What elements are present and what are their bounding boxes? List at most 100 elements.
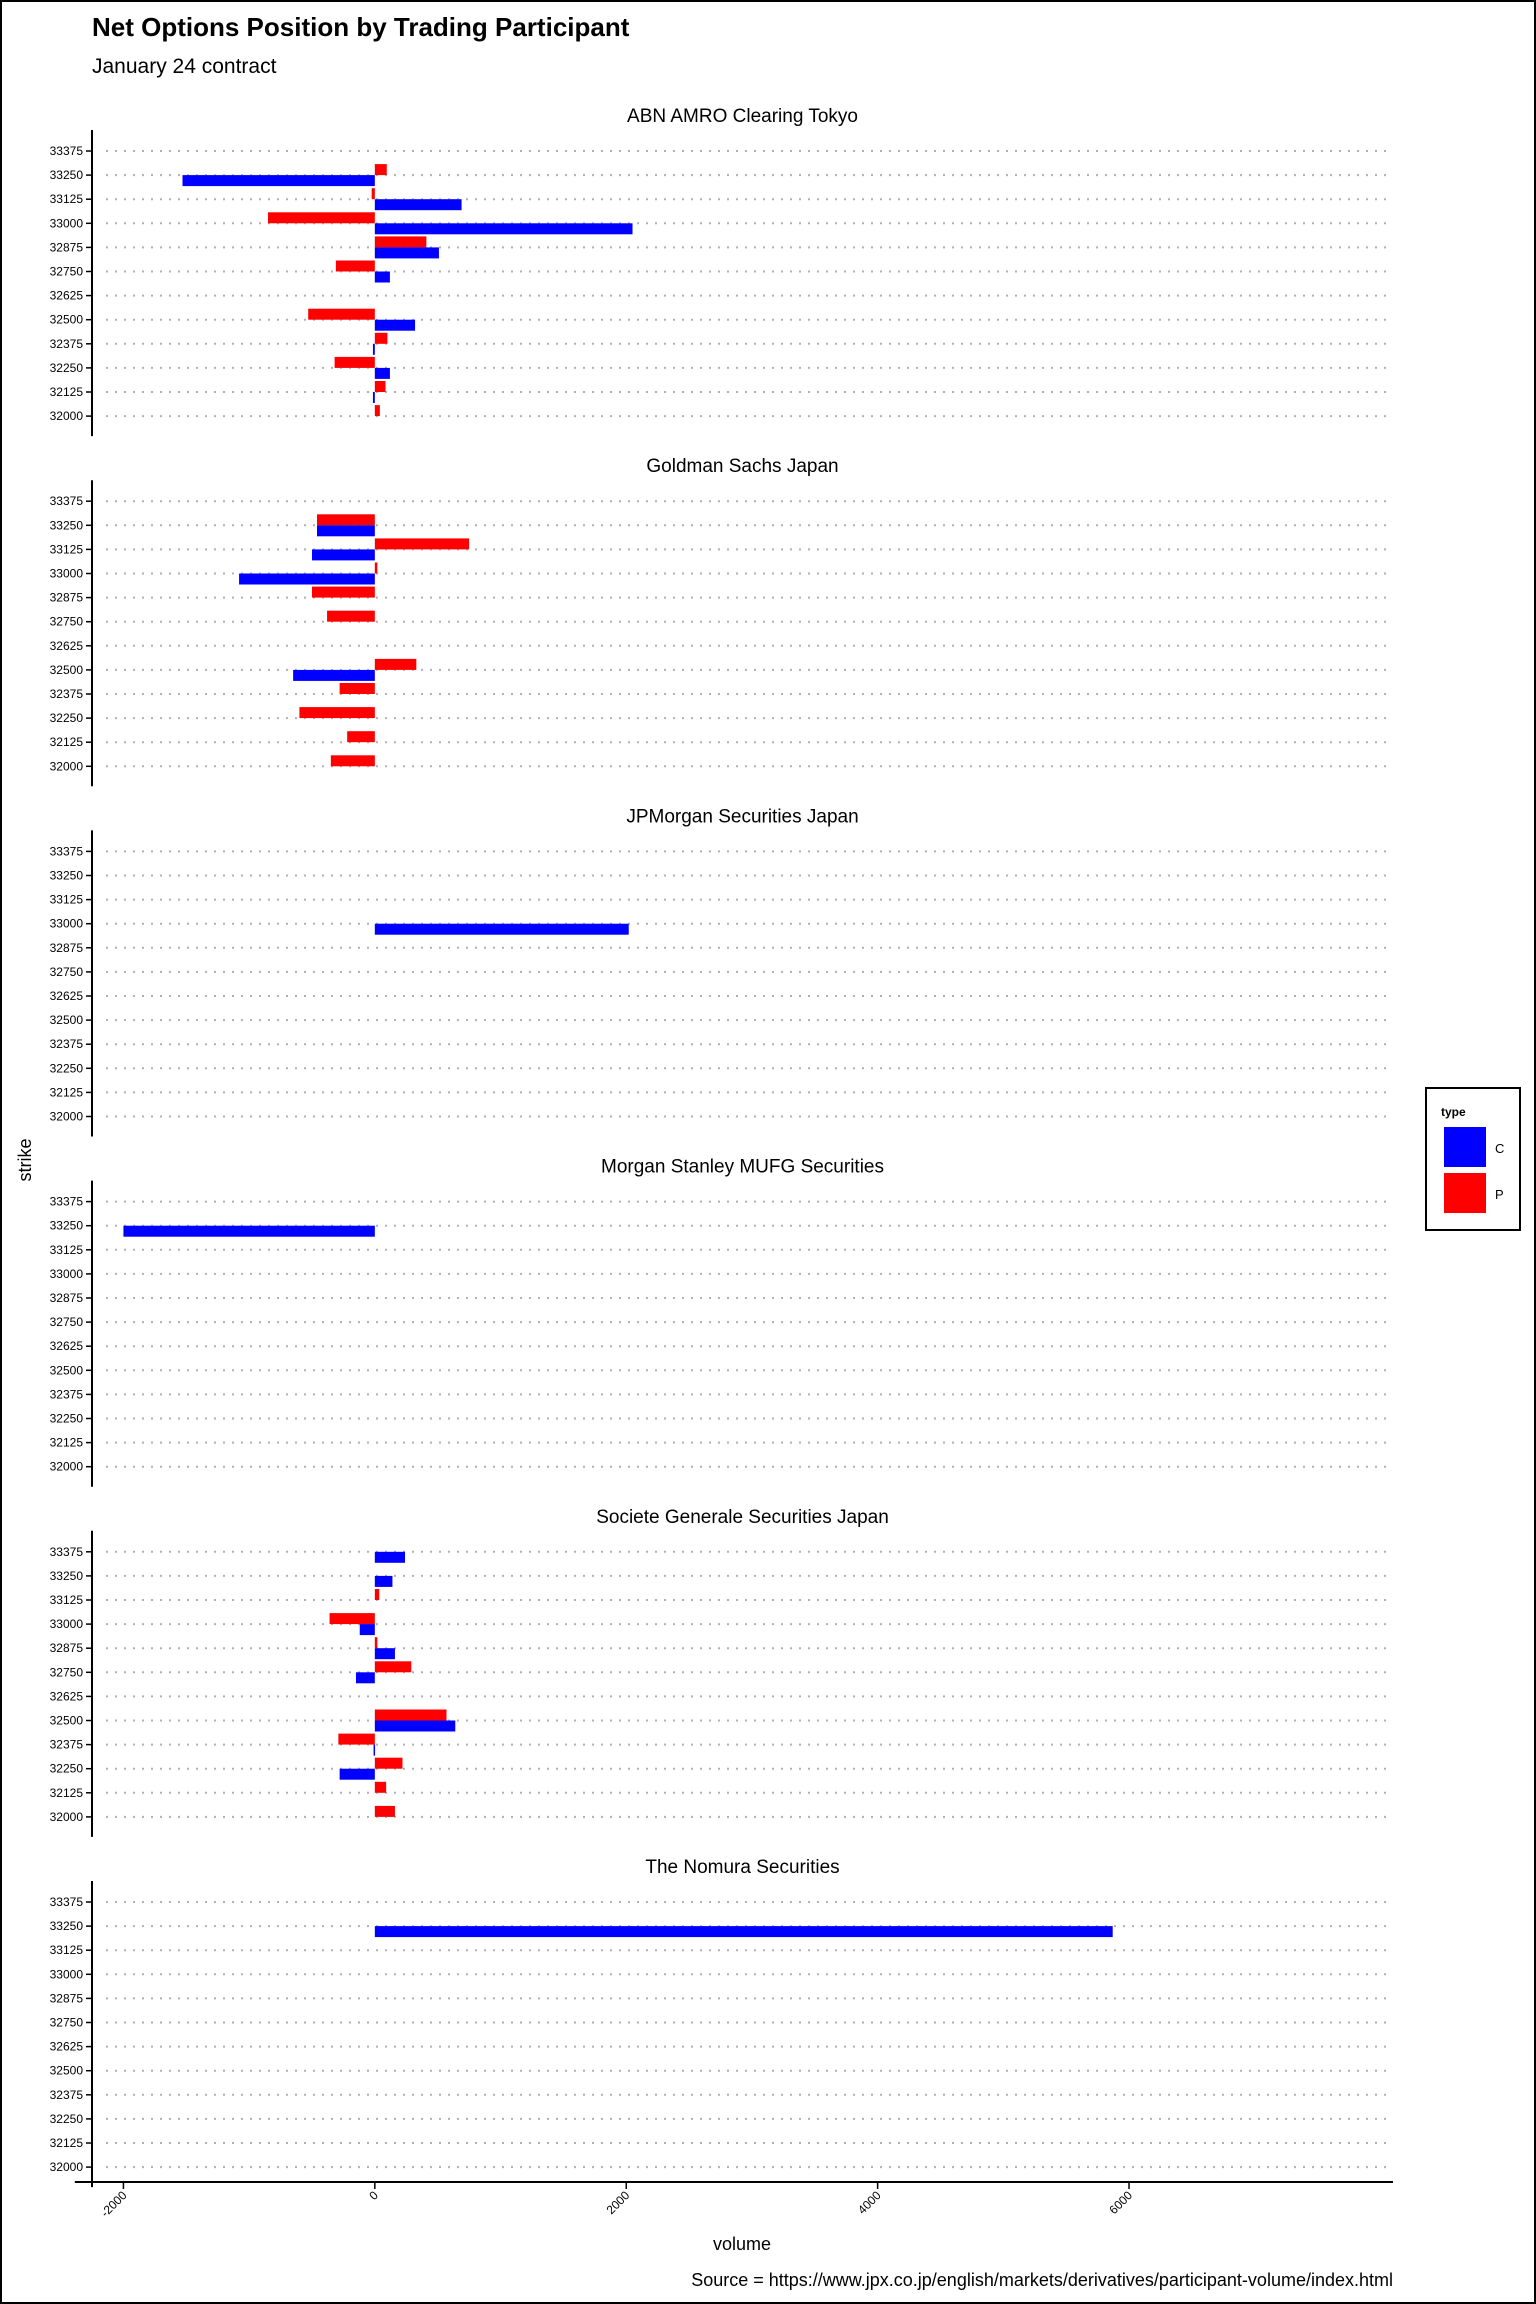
strike-tick-label: 32875 xyxy=(50,1641,84,1655)
strike-tick-label: 32750 xyxy=(50,615,84,629)
strike-tick-label: 32500 xyxy=(50,1714,84,1728)
strike-tick-label: 33000 xyxy=(50,1967,84,1981)
bar-p xyxy=(374,164,387,176)
bar-c xyxy=(123,1225,375,1237)
strike-tick-label: 32500 xyxy=(50,2064,84,2078)
strike-tick-label: 32250 xyxy=(50,1762,84,1776)
strike-tick-label: 32000 xyxy=(50,1810,84,1824)
strike-tick-label: 32125 xyxy=(50,1085,84,1099)
strike-tick-label: 32500 xyxy=(50,1363,84,1377)
panel-title: Goldman Sachs Japan xyxy=(646,456,838,477)
bar-c xyxy=(374,1575,393,1587)
bar-c xyxy=(374,923,629,935)
bar-p xyxy=(299,707,375,719)
strike-tick-label: 32750 xyxy=(50,1665,84,1679)
strike-tick-label: 33250 xyxy=(50,1919,84,1933)
bar-p xyxy=(374,332,388,344)
source-caption: Source = https://www.jpx.co.jp/english/m… xyxy=(691,2270,1393,2290)
bar-p xyxy=(374,236,427,248)
bar-p xyxy=(374,405,380,417)
bar-p xyxy=(374,1637,378,1649)
panel: JPMorgan Securities Japan 33375 33250 33125… xyxy=(50,806,1393,1137)
legend-label-p: P xyxy=(1495,1187,1504,1202)
strike-tick-label: 32625 xyxy=(50,1339,84,1353)
panel-title: Morgan Stanley MUFG Securities xyxy=(601,1157,884,1178)
bar-c xyxy=(374,271,390,283)
bar-p xyxy=(334,356,375,368)
strike-tick-label: 33000 xyxy=(50,1267,84,1281)
strike-tick-label: 33125 xyxy=(50,1243,84,1257)
strike-tick-label: 32375 xyxy=(50,2088,84,2102)
bar-c xyxy=(182,175,375,187)
strike-tick-label: 32625 xyxy=(50,1689,84,1703)
strike-tick-label: 33375 xyxy=(50,1545,84,1559)
strike-tick-label: 33375 xyxy=(50,1895,84,1909)
strike-tick-label: 32375 xyxy=(50,687,84,701)
strike-tick-label: 33125 xyxy=(50,893,84,907)
strike-tick-label: 32625 xyxy=(50,2040,84,2054)
bar-c xyxy=(374,199,462,211)
bar-c xyxy=(374,367,390,379)
strike-tick-label: 32375 xyxy=(50,1387,84,1401)
strike-tick-label: 32000 xyxy=(50,2160,84,2174)
bar-c xyxy=(372,343,375,355)
strike-tick-label: 32250 xyxy=(50,1412,84,1426)
bar-p xyxy=(374,1805,395,1817)
y-axis-label: strike xyxy=(15,1138,35,1181)
bar-c xyxy=(374,223,633,235)
strike-tick-label: 32875 xyxy=(50,591,84,605)
strike-tick-label: 32750 xyxy=(50,1315,84,1329)
strike-tick-label: 32375 xyxy=(50,1738,84,1752)
panels: ABN AMRO Clearing Tokyo 33375 33250 33125 33… xyxy=(50,106,1393,2188)
strike-tick-label: 32875 xyxy=(50,941,84,955)
bar-c xyxy=(372,392,375,403)
strike-tick-label: 32125 xyxy=(50,385,84,399)
bar-c xyxy=(374,319,416,331)
strike-tick-label: 32375 xyxy=(50,337,84,351)
strike-tick-label: 33375 xyxy=(50,1195,84,1209)
strike-tick-label: 32750 xyxy=(50,2016,84,2030)
bar-p xyxy=(374,562,378,574)
legend-label-c: C xyxy=(1495,1141,1504,1156)
panel: Goldman Sachs Japan 33375 33250 33125 33000 3… xyxy=(50,456,1393,787)
strike-tick-label: 32250 xyxy=(50,2112,84,2126)
bar-c xyxy=(374,1648,395,1660)
bar-c xyxy=(339,1768,375,1780)
bar-p xyxy=(317,514,375,526)
bar-c xyxy=(317,525,375,537)
strike-tick-label: 33125 xyxy=(50,1593,84,1607)
strike-tick-label: 32125 xyxy=(50,1436,84,1450)
strike-tick-label: 32125 xyxy=(50,1786,84,1800)
bar-p xyxy=(335,260,375,272)
panel: Morgan Stanley MUFG Securities 33375 33250… xyxy=(50,1157,1393,1487)
strike-tick-label: 32625 xyxy=(50,989,84,1003)
strike-tick-label: 33250 xyxy=(50,1569,84,1583)
bar-c xyxy=(355,1672,375,1684)
strike-tick-label: 33125 xyxy=(50,192,84,206)
bar-p xyxy=(347,731,375,743)
strike-tick-label: 33250 xyxy=(50,168,84,182)
x-axis-label: volume xyxy=(713,2234,771,2254)
panel: Societe Generale Securities Japan 33375 33… xyxy=(50,1507,1393,1837)
bar-c xyxy=(374,247,439,259)
bar-p xyxy=(267,212,375,224)
bar-p xyxy=(374,1589,380,1600)
bar-c xyxy=(374,1926,1113,1938)
bar-c xyxy=(374,1551,405,1563)
strike-tick-label: 33250 xyxy=(50,869,84,883)
strike-tick-label: 33125 xyxy=(50,1943,84,1957)
bar-p xyxy=(308,308,375,320)
panel-title: JPMorgan Securities Japan xyxy=(626,806,858,827)
legend: type C P xyxy=(1425,1087,1521,1231)
strike-tick-label: 32000 xyxy=(50,1110,84,1124)
chart-subtitle: January 24 contract xyxy=(92,55,277,78)
bar-c xyxy=(311,549,375,561)
bar-p xyxy=(327,610,375,622)
strike-tick-label: 32250 xyxy=(50,711,84,725)
chart-title: Net Options Position by Trading Particip… xyxy=(92,12,630,42)
legend-swatch-c xyxy=(1444,1127,1486,1167)
bar-c xyxy=(293,669,375,681)
strike-tick-label: 32000 xyxy=(50,1460,84,1474)
